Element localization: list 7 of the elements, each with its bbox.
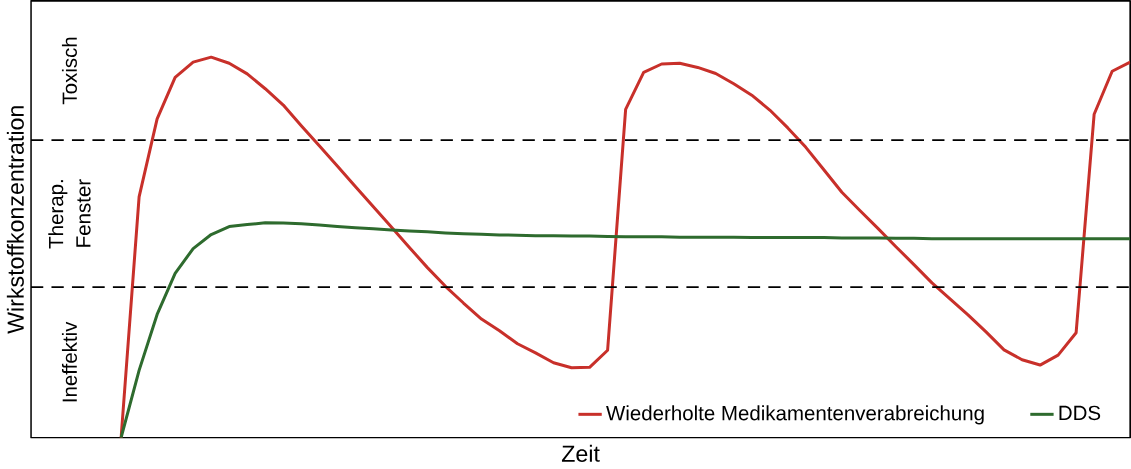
annotation: Therap. Fenster — [48, 179, 91, 249]
y-axis-title: Wirkstoffkonzentration — [6, 106, 24, 334]
legend-label: DDS — [1059, 405, 1101, 421]
x-axis-title: Zeit — [561, 445, 600, 463]
annotation: Ineffektiv — [61, 321, 77, 402]
annotation: Toxisch — [61, 37, 77, 105]
legend-label: Wiederholte Medikamentenverabreichung — [606, 405, 984, 425]
